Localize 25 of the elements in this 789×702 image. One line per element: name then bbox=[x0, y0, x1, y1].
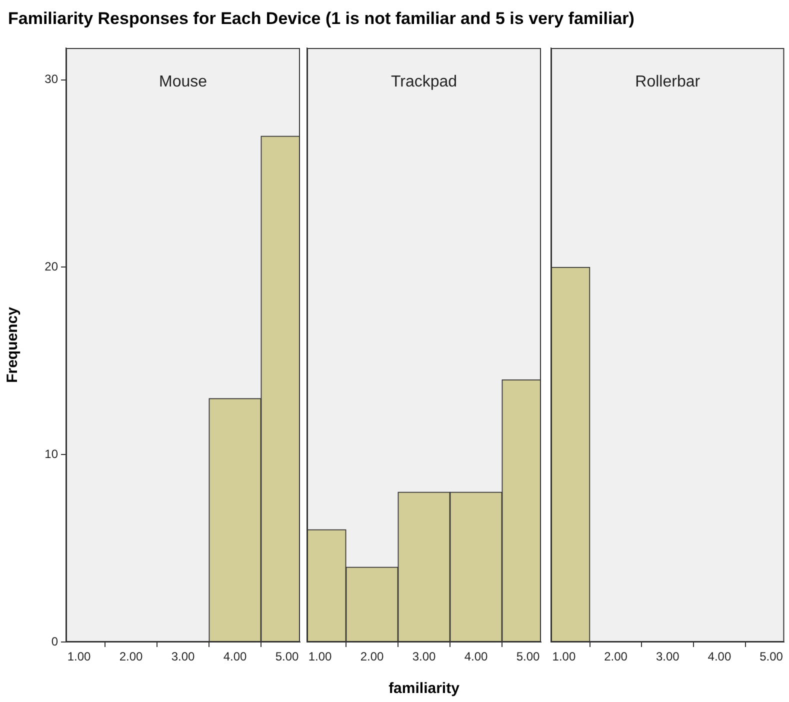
x-tick-label: 4.00 bbox=[223, 650, 247, 664]
x-tick-label: 1.00 bbox=[308, 650, 332, 664]
y-tick-label: 10 bbox=[44, 446, 58, 461]
text: Trackpad bbox=[390, 73, 458, 90]
x-tick-label: 5.00 bbox=[516, 650, 540, 664]
x-tick-label: 2.00 bbox=[360, 650, 384, 664]
x-tick-label: 5.00 bbox=[275, 650, 299, 664]
y-axis-title: Frequency bbox=[4, 306, 22, 383]
x-tick-label: 3.00 bbox=[412, 650, 436, 664]
x-axis-title: familiarity bbox=[388, 680, 460, 698]
text: Mouse bbox=[158, 73, 208, 90]
x-tick-label: 5.00 bbox=[760, 650, 784, 664]
x-tick-label: 1.00 bbox=[67, 650, 91, 664]
x-tick-label: 3.00 bbox=[171, 650, 195, 664]
x-tick-label: 4.00 bbox=[708, 650, 732, 664]
text: Familiarity Responses for Each Device (1 is not familiar and 5 is very familiar) bbox=[7, 8, 636, 30]
x-tick-label: 1.00 bbox=[552, 650, 576, 664]
x-tick-label: 4.00 bbox=[464, 650, 488, 664]
x-tick-label: 3.00 bbox=[656, 650, 680, 664]
x-tick-label: 2.00 bbox=[119, 650, 143, 664]
y-tick-label: 30 bbox=[44, 72, 58, 86]
x-tick-label: 2.00 bbox=[604, 650, 628, 664]
y-tick-label: 0 bbox=[51, 634, 58, 648]
y-tick-label: 20 bbox=[44, 260, 58, 274]
text: Rollerbar bbox=[635, 73, 701, 90]
